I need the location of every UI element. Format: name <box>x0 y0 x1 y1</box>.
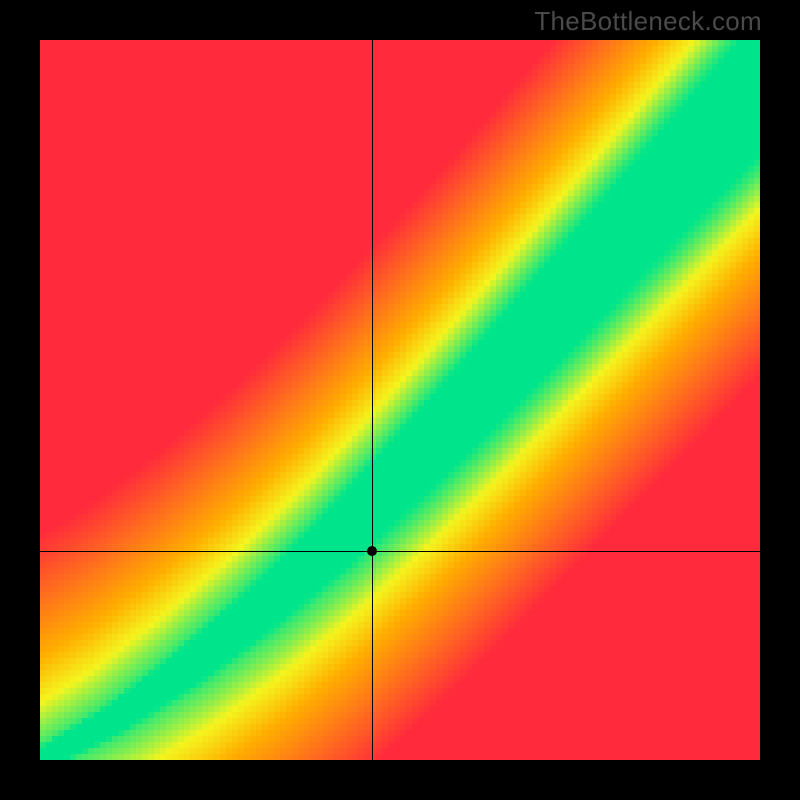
plot-area <box>40 40 760 760</box>
crosshair-vertical <box>372 40 373 760</box>
chart-container: TheBottleneck.com <box>0 0 800 800</box>
heatmap-canvas <box>40 40 760 760</box>
crosshair-horizontal <box>40 551 760 552</box>
watermark-text: TheBottleneck.com <box>534 6 762 37</box>
marker-dot <box>367 546 377 556</box>
